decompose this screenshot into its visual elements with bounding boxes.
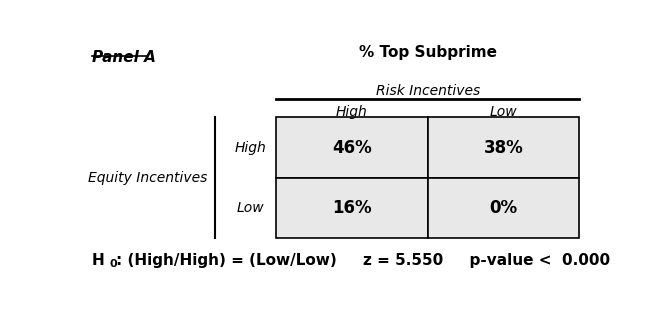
Text: Equity Incentives: Equity Incentives (87, 171, 207, 185)
Bar (428, 117, 579, 178)
Bar (276, 178, 428, 238)
Text: High: High (336, 106, 368, 119)
Text: Panel A: Panel A (91, 50, 155, 65)
Text: % Top Subprime: % Top Subprime (359, 45, 497, 60)
Text: High: High (235, 141, 267, 155)
Text: H: H (91, 253, 104, 268)
Bar (276, 117, 428, 178)
Text: Low: Low (237, 201, 265, 215)
Bar (428, 178, 579, 238)
Text: 16%: 16% (332, 199, 372, 217)
Text: 0%: 0% (490, 199, 518, 217)
Text: Low: Low (490, 106, 517, 119)
Text: 38%: 38% (484, 139, 524, 157)
Text: Risk Incentives: Risk Incentives (376, 84, 480, 98)
Text: : (High/High) = (Low/Low)     z = 5.550     p-value <  0.000: : (High/High) = (Low/Low) z = 5.550 p-va… (116, 253, 610, 268)
Text: 46%: 46% (332, 139, 372, 157)
Text: 0: 0 (110, 259, 117, 269)
